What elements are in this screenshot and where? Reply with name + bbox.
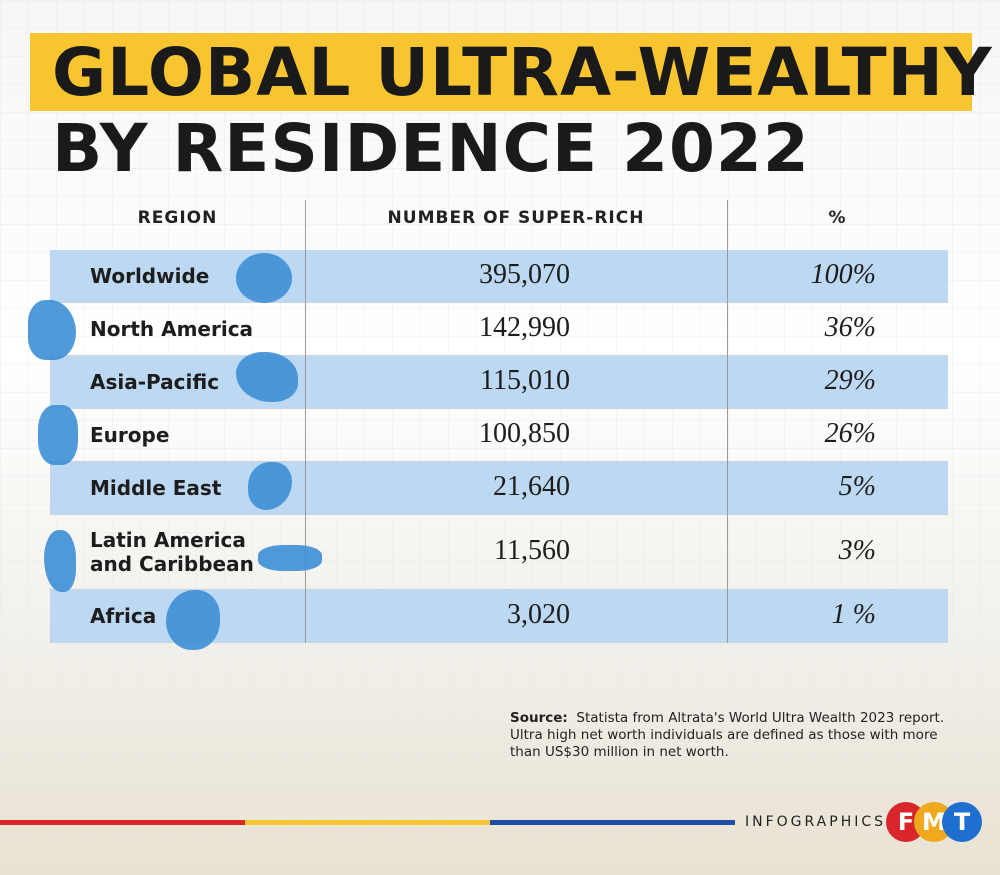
title-line: BY RESIDENCE 2022: [52, 110, 810, 187]
stripe: [0, 820, 245, 825]
table-row: Asia-Pacific 115,010 29%: [50, 356, 948, 409]
number-cell: 3,020: [507, 599, 570, 630]
percent-cell: 26%: [824, 418, 876, 449]
title-line: GLOBAL ULTRA-WEALTHY: [52, 34, 993, 111]
column-header: REGION: [137, 208, 218, 228]
region-cell: Africa: [90, 604, 157, 628]
column-divider: [305, 200, 306, 643]
table-row: Latin America and Caribbean 11,560 3%: [50, 515, 948, 590]
percent-cell: 36%: [824, 312, 876, 343]
source-note: Source: Statista from Altrata's World Ul…: [510, 710, 950, 761]
region-cell: Middle East: [90, 476, 222, 500]
table-row: Middle East 21,640 5%: [50, 462, 948, 515]
map-icon: [44, 530, 76, 592]
region-cell: Europe: [90, 423, 170, 447]
map-icon: [28, 300, 76, 360]
table-row: North America 142,990 36%: [50, 303, 948, 356]
region-cell: Latin America and Caribbean: [90, 528, 254, 576]
number-cell: 142,990: [479, 312, 570, 343]
map-icon: [236, 352, 298, 402]
percent-cell: 1 %: [831, 599, 876, 630]
source-label: Source:: [510, 710, 568, 726]
column-divider: [727, 200, 728, 643]
map-icon: [166, 590, 220, 650]
table-row: Europe 100,850 26%: [50, 409, 948, 462]
percent-cell: 5%: [838, 471, 876, 502]
percent-cell: 3%: [838, 535, 876, 566]
table-row: Worldwide 395,070 100%: [50, 250, 948, 303]
logo-letter: T: [942, 802, 982, 842]
percent-cell: 29%: [824, 365, 876, 396]
region-cell: Worldwide: [90, 264, 210, 288]
map-icon: [38, 405, 78, 465]
region-cell: North America: [90, 317, 254, 341]
column-header: NUMBER OF SUPER-RICH: [387, 208, 645, 228]
column-header: %: [828, 208, 847, 228]
stripe: [245, 820, 490, 825]
number-cell: 395,070: [479, 259, 570, 290]
number-cell: 100,850: [479, 418, 570, 449]
region-cell: Asia-Pacific: [90, 370, 220, 394]
stripe: [490, 820, 735, 825]
number-cell: 21,640: [493, 471, 570, 502]
title-highlight: [30, 33, 972, 111]
number-cell: 11,560: [494, 535, 570, 566]
source-text: Statista from Altrata's World Ultra Weal…: [510, 710, 945, 760]
footer-label: INFOGRAPHICS: [745, 814, 887, 830]
number-cell: 115,010: [480, 365, 570, 396]
map-icon: [236, 253, 292, 303]
percent-cell: 100%: [810, 259, 876, 290]
map-icon: [258, 545, 322, 571]
